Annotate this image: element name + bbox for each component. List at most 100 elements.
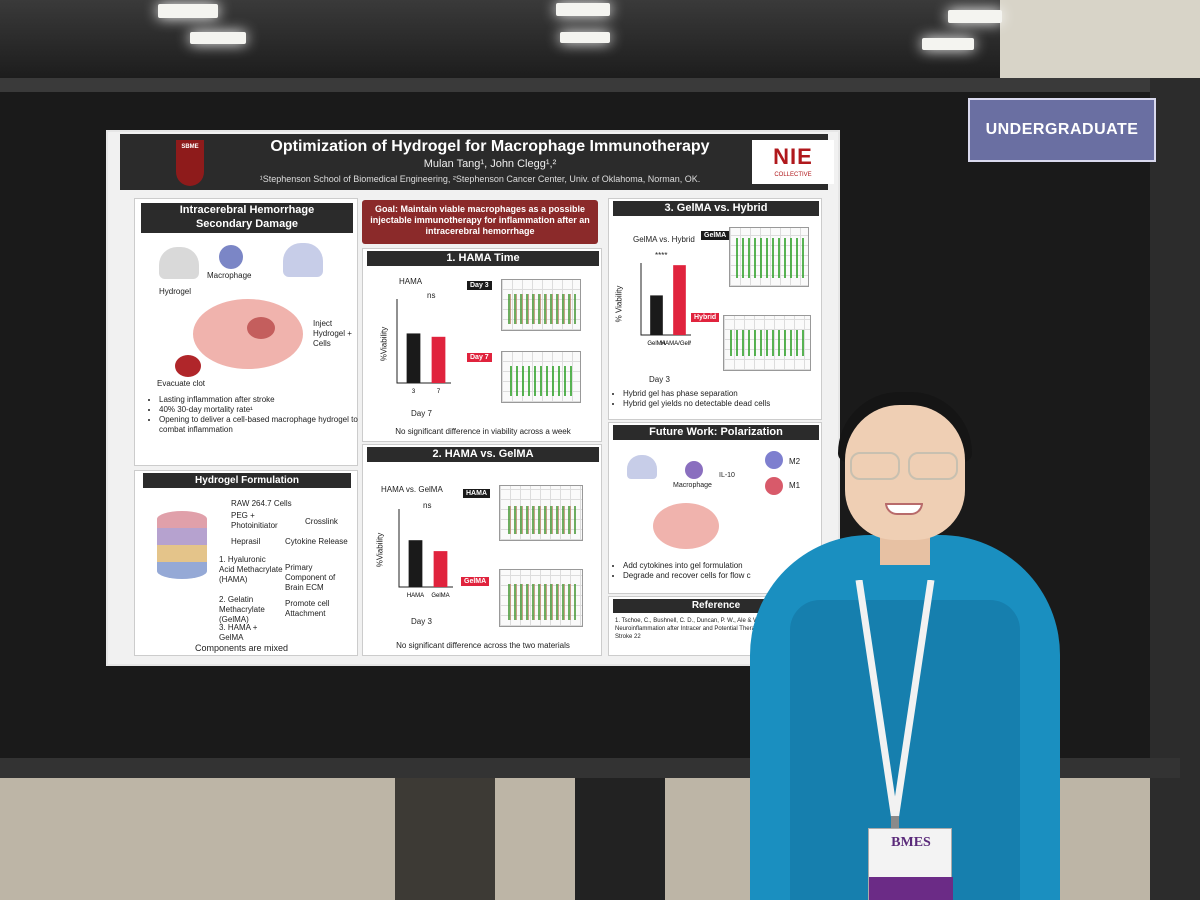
tick-label: 7 — [437, 389, 441, 395]
label-hydrogel: Hydrogel — [159, 287, 192, 296]
y-axis-label: %Viability — [375, 532, 385, 568]
reference-text: 1. Tschoe, C., Bushnell, C. D., Duncan, … — [615, 618, 799, 640]
glasses-icon — [850, 452, 900, 480]
macrophage-icon — [685, 461, 703, 479]
bar-chart: HAMA GelMA — [398, 509, 453, 599]
cell-stain — [508, 584, 576, 620]
hemorrhage-icon — [247, 317, 275, 339]
bullet: Degrade and recover cells for flow c — [623, 571, 829, 581]
ceiling-light — [922, 38, 974, 50]
confocal-3d-image — [501, 279, 581, 331]
significance-label: ns — [427, 291, 436, 300]
tick-label: HAMA/GelMA — [661, 341, 691, 347]
poster-affiliations: ¹Stephenson School of Biomedical Enginee… — [259, 174, 701, 184]
label-heprasil: Heprasil — [231, 537, 261, 546]
goal-box: Goal: Maintain viable macrophages as a p… — [362, 200, 598, 244]
panel-title-line: Intracerebral Hemorrhage — [179, 204, 315, 216]
back-wall — [1000, 0, 1200, 80]
label-crosslink: Crosslink — [305, 517, 338, 526]
hydrogel-icon — [627, 455, 657, 479]
hydrogel-icon — [159, 247, 199, 279]
nie-logo-text: NIE — [773, 144, 813, 169]
significance-label: ns — [423, 501, 432, 510]
ich-bullets: Lasting inflammation after stroke 40% 30… — [149, 395, 359, 435]
ceiling-light — [556, 3, 610, 16]
panel-footer: No significant difference across the two… — [396, 641, 570, 650]
label-clot: Evacuate clot — [157, 379, 206, 388]
bar-gelma — [650, 295, 663, 335]
label-hama: 1. Hyaluronic Acid Methacrylate (HAMA) — [219, 555, 283, 584]
m1-cell-icon — [765, 477, 783, 495]
hybrid-bullets: Hybrid gel has phase separation Hybrid g… — [613, 389, 829, 409]
bullet: Lasting inflammation after stroke — [159, 395, 359, 405]
panel-title: Hydrogel Formulation — [143, 473, 351, 488]
person-face — [845, 405, 965, 540]
chart-title: HAMA — [399, 277, 423, 286]
macrophage-icon — [219, 245, 243, 269]
panel-hama-gelma: 2. HAMA vs. GelMA HAMA vs. GelMA ns %Via… — [362, 444, 602, 656]
label-m2: M2 — [789, 457, 801, 466]
bullet: Add cytokines into gel formulation — [623, 561, 829, 571]
panel-title: 1. HAMA Time — [367, 251, 599, 266]
loaded-hydrogel-icon — [283, 243, 323, 277]
person-smile — [885, 503, 923, 515]
division-sign: UNDERGRADUATE — [968, 98, 1156, 162]
panel-title: 3. GelMA vs. Hybrid — [613, 201, 819, 216]
poster-authors: Mulan Tang¹, John Clegg¹,² — [423, 158, 557, 170]
label-primary: Primary Component of Brain ECM — [285, 563, 336, 592]
tag-day7: Day 7 — [467, 353, 492, 362]
poster-header: SBME Optimization of Hydrogel for Macrop… — [120, 134, 834, 190]
ceiling-light — [560, 32, 610, 43]
clot-icon — [175, 355, 201, 377]
panel-title: 2. HAMA vs. GelMA — [367, 447, 599, 462]
tick-label: GelMA — [431, 593, 449, 599]
x-axis-label: Day 3 — [411, 617, 432, 626]
future-bullets: Add cytokines into gel formulation Degra… — [613, 561, 829, 581]
nie-logo-sub: COLLECTIVE — [774, 172, 812, 178]
bullet: Opening to deliver a cell-based macropha… — [159, 415, 359, 435]
cell-stain — [730, 330, 806, 356]
bar-7 — [431, 336, 446, 383]
label-macrophage: Macrophage — [207, 271, 252, 280]
label-il10: IL-10 — [719, 472, 735, 479]
bar-hama — [408, 540, 423, 587]
panel-footer: No significant difference in viability a… — [395, 427, 571, 436]
panel-title: Intracerebral Hemorrhage Secondary Damag… — [141, 203, 353, 233]
person-legs — [575, 778, 665, 900]
y-axis-label: %Viability — [379, 326, 389, 362]
university-logo: SBME — [176, 140, 204, 186]
tag-gelma: GelMA — [461, 577, 490, 586]
label-cytokine: Cytokine Release — [285, 537, 348, 546]
formulation-footer: Components are mixed — [195, 643, 289, 653]
cell-stain — [736, 238, 804, 278]
lanyard — [855, 580, 935, 836]
x-axis-label: Day 7 — [411, 409, 432, 418]
tag-hybrid: Hybrid — [691, 313, 720, 322]
brain-icon — [653, 503, 719, 549]
label-raw: RAW 264.7 Cells — [231, 499, 292, 508]
panel-future-work: Future Work: Polarization Macrophage IL-… — [608, 422, 822, 594]
panel-formulation: Hydrogel Formulation RAW 264.7 Cells PEG… — [134, 470, 358, 656]
bar-gelma — [433, 551, 448, 587]
x-axis-label: Day 3 — [649, 375, 670, 384]
chart-title: HAMA vs. GelMA — [381, 485, 443, 494]
cell-stain — [510, 366, 574, 396]
panel-ich: Intracerebral Hemorrhage Secondary Damag… — [134, 198, 358, 466]
layered-vial-icon — [157, 511, 207, 579]
m2-cell-icon — [765, 451, 783, 469]
bar-hama-gelma — [673, 265, 686, 335]
tick-label: HAMA — [407, 593, 424, 599]
bullet: Hybrid gel yields no detectable dead cel… — [623, 399, 829, 409]
ceiling-light — [190, 32, 246, 44]
tag-hama: HAMA — [463, 489, 490, 498]
ceiling-light — [948, 10, 1002, 23]
glasses-icon — [908, 452, 958, 480]
tag-gelma: GelMA — [701, 231, 730, 240]
confocal-3d-image — [729, 227, 809, 287]
cell-stain — [508, 506, 576, 534]
y-axis-label: % Viability — [614, 285, 624, 323]
